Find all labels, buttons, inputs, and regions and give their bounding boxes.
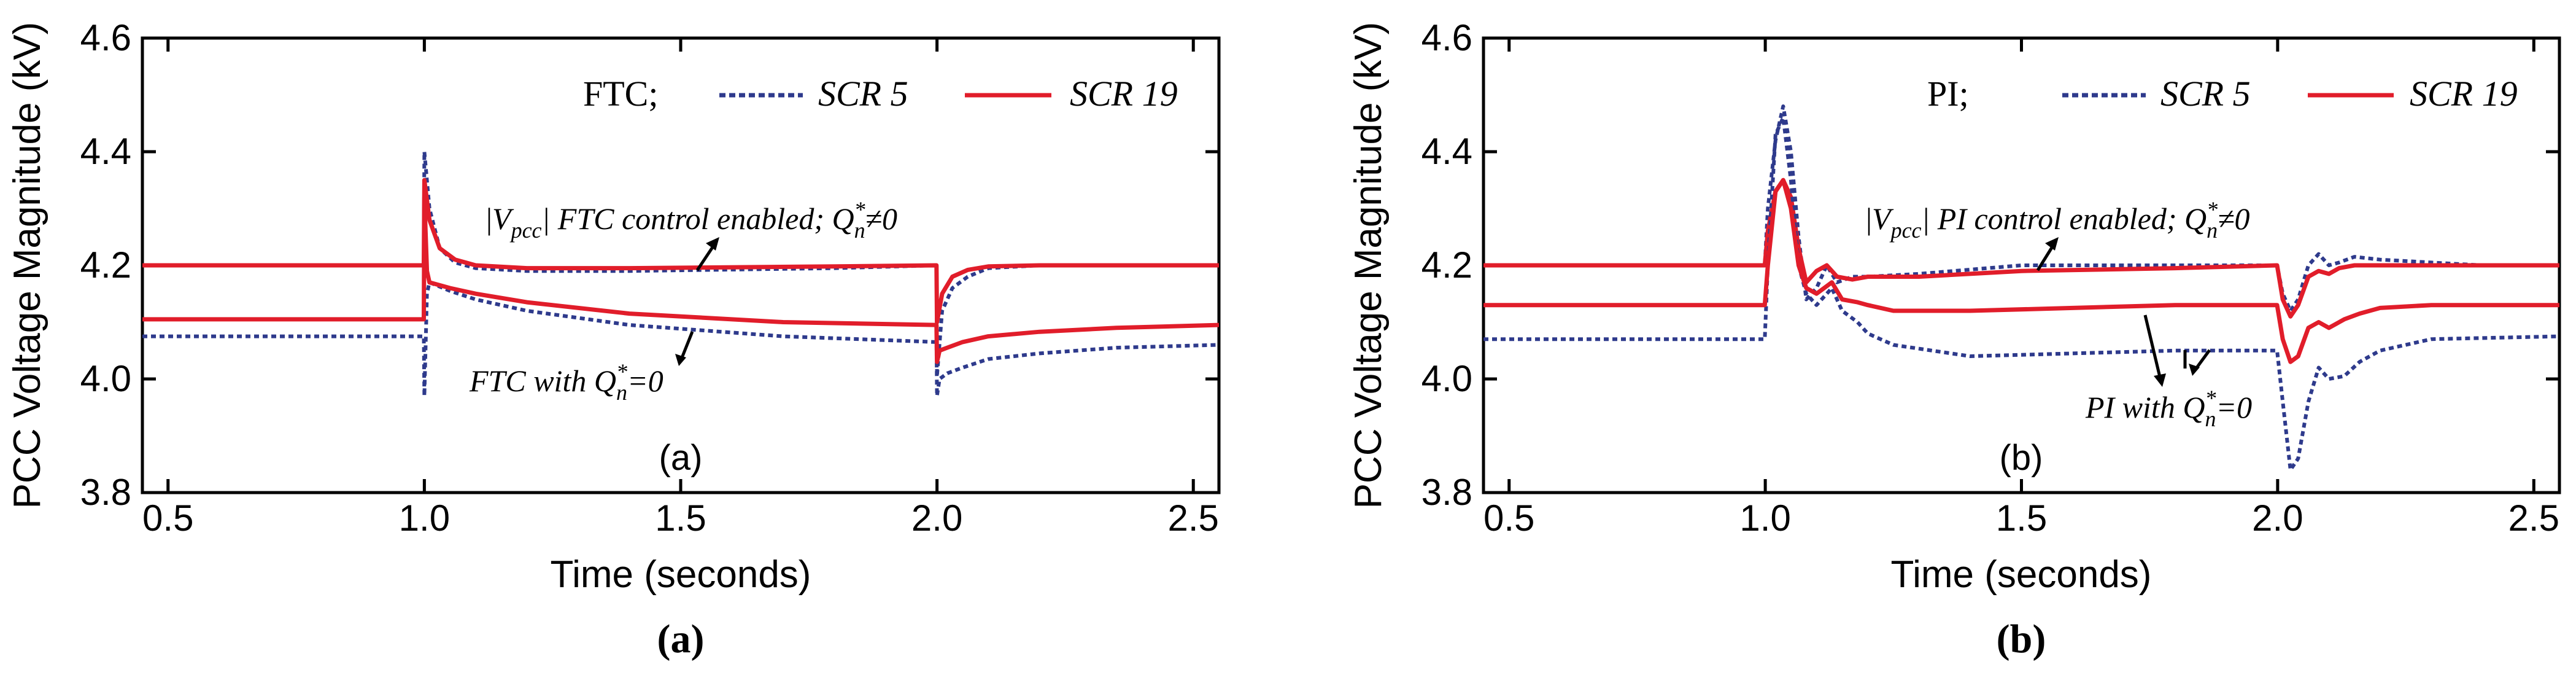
annotation-arrowhead-lower-a	[675, 354, 686, 366]
ann-b-lower-qsup: *	[2205, 386, 2216, 410]
panel-tag-a: (a)	[659, 438, 703, 478]
ann-a-upper-mid: | FTC control enabled;	[542, 201, 832, 236]
legend-prefix-b: PI;	[1927, 74, 1969, 114]
ticks-a: 0.5 1.0 1.5 2.0 2.5 3.8 4.0 4.2 4.4 4.6	[80, 17, 1219, 539]
ann-b-lower-post: =0	[2216, 390, 2252, 424]
ann-a-upper-qsub: n	[854, 218, 865, 243]
x-tick-label-b-4: 2.5	[2508, 497, 2559, 539]
chart-panel-a: 0.5 1.0 1.5 2.0 2.5 3.8 4.0 4.2 4.4 4.6 PCC Volta…	[6, 17, 1221, 661]
ann-b-upper-qsup: *	[2207, 197, 2218, 222]
ann-b-upper-sub: pcc	[1889, 218, 1922, 243]
annotation-arrowhead-lower-b1	[2154, 373, 2166, 387]
legend-label-scr19-b: SCR 19	[2410, 74, 2518, 114]
ann-a-lower-pre: FTC with	[469, 364, 594, 398]
y-axis-label-a: PCC Voltage Magnitude (kV)	[6, 22, 48, 509]
y-tick-label-a-4: 4.6	[80, 17, 131, 58]
ann-a-lower-qsub: n	[616, 380, 627, 405]
ann-a-upper-sub: pcc	[509, 218, 542, 243]
series-scr5-qn-zero-a	[142, 280, 1219, 398]
x-tick-label-a-4: 2.5	[1168, 497, 1219, 539]
x-tick-label-b-1: 1.0	[1739, 497, 1790, 539]
y-tick-label-a-0: 3.8	[80, 472, 131, 513]
series-group-b	[1483, 104, 2559, 472]
ann-a-upper-qsup: *	[854, 197, 865, 222]
y-tick-label-a-1: 4.0	[80, 358, 131, 399]
legend-label-scr5-b: SCR 5	[2160, 74, 2251, 114]
y-tick-label-a-3: 4.4	[80, 131, 131, 172]
series-scr19-qn-zero-a	[142, 195, 1219, 364]
ann-b-lower-pre: PI with	[2085, 390, 2183, 424]
y-axis-label-b: PCC Voltage Magnitude (kV)	[1347, 22, 1390, 509]
x-tick-label-b-0: 0.5	[1483, 497, 1534, 539]
annotation-arrow-lower-a	[679, 331, 694, 360]
y-tick-label-a-2: 4.2	[80, 244, 131, 286]
series-scr19-qn-nonzero-a	[142, 178, 1219, 324]
ann-b-upper-q: Q	[2184, 201, 2207, 236]
x-tick-label-b-3: 2.0	[2252, 497, 2303, 539]
series-scr19-qn-zero-b	[1483, 178, 2559, 364]
annotation-arrowhead-lower-b2	[2189, 364, 2200, 376]
ann-b-upper-mid: | PI control enabled;	[1922, 201, 2184, 236]
ann-b-upper-pre: |	[1866, 201, 1872, 236]
ann-a-lower-post: =0	[627, 364, 663, 398]
legend-label-scr5-a: SCR 5	[818, 74, 908, 114]
y-tick-label-b-2: 4.2	[1421, 244, 1472, 286]
series-scr19-qn-nonzero-b	[1483, 178, 2559, 319]
y-tick-label-b-3: 4.4	[1421, 131, 1472, 172]
ticks-b: 0.5 1.0 1.5 2.0 2.5 3.8 4.0 4.2 4.4 4.6	[1421, 17, 2559, 539]
ann-b-upper-post: ≠0	[2218, 201, 2249, 236]
panel-caption-a: (a)	[657, 617, 705, 661]
ann-a-upper-post: ≠0	[865, 201, 897, 236]
legend-b: PI; SCR 5 SCR 19	[1927, 74, 2518, 114]
ann-a-upper-pre: |	[486, 201, 492, 236]
panel-caption-b: (b)	[1997, 617, 2046, 661]
ann-a-lower-qsup: *	[616, 359, 627, 384]
annotation-arrow-lower-b2	[2194, 349, 2211, 370]
series-scr5-qn-zero-b	[1483, 115, 2559, 472]
annotation-arrowhead-upper-b	[2045, 237, 2059, 251]
y-tick-label-b-1: 4.0	[1421, 358, 1472, 399]
x-tick-label-b-2: 1.5	[1996, 497, 2047, 539]
annotation-arrow-lower-b1	[2143, 314, 2162, 380]
annotation-lower-b: PI with Q* n=0	[2085, 386, 2252, 431]
ann-a-upper-v: V	[492, 201, 514, 236]
x-tick-label-a-2: 1.5	[655, 497, 706, 539]
chart-panel-b: 0.5 1.0 1.5 2.0 2.5 3.8 4.0 4.2 4.4 4.6 PCC Volta…	[1347, 17, 2561, 661]
y-tick-label-b-4: 4.6	[1421, 17, 1472, 58]
legend-prefix-a: FTC;	[583, 74, 659, 114]
ann-a-lower-q: Q	[594, 364, 616, 398]
ann-b-lower-qsub: n	[2205, 407, 2216, 431]
annotation-arrowhead-upper-a	[706, 237, 719, 251]
y-tick-label-b-0: 3.8	[1421, 472, 1472, 513]
series-group-a	[142, 150, 1219, 398]
panel-tag-b: (b)	[2000, 438, 2043, 478]
x-tick-label-a-1: 1.0	[399, 497, 450, 539]
ann-b-upper-qsub: n	[2207, 218, 2218, 243]
x-tick-label-a-0: 0.5	[142, 497, 193, 539]
x-tick-label-a-3: 2.0	[911, 497, 962, 539]
ann-b-lower-q: Q	[2183, 390, 2205, 424]
ann-a-upper-q: Q	[832, 201, 854, 236]
annotation-upper-a: |Vpcc| FTC control enabled; Q* n≠0	[486, 197, 897, 243]
annotation-upper-b: |Vpcc| PI control enabled; Q* n≠0	[1866, 197, 2250, 243]
x-axis-label-a: Time (seconds)	[551, 553, 811, 596]
annotation-lower-a: FTC with Q* n=0	[469, 359, 663, 405]
series-scr5-qn-nonzero-b	[1483, 104, 2559, 313]
x-axis-label-b: Time (seconds)	[1891, 553, 2152, 596]
legend-label-scr19-a: SCR 19	[1070, 74, 1178, 114]
legend-a: FTC; SCR 5 SCR 19	[583, 74, 1178, 114]
ann-b-upper-v: V	[1872, 201, 1894, 236]
